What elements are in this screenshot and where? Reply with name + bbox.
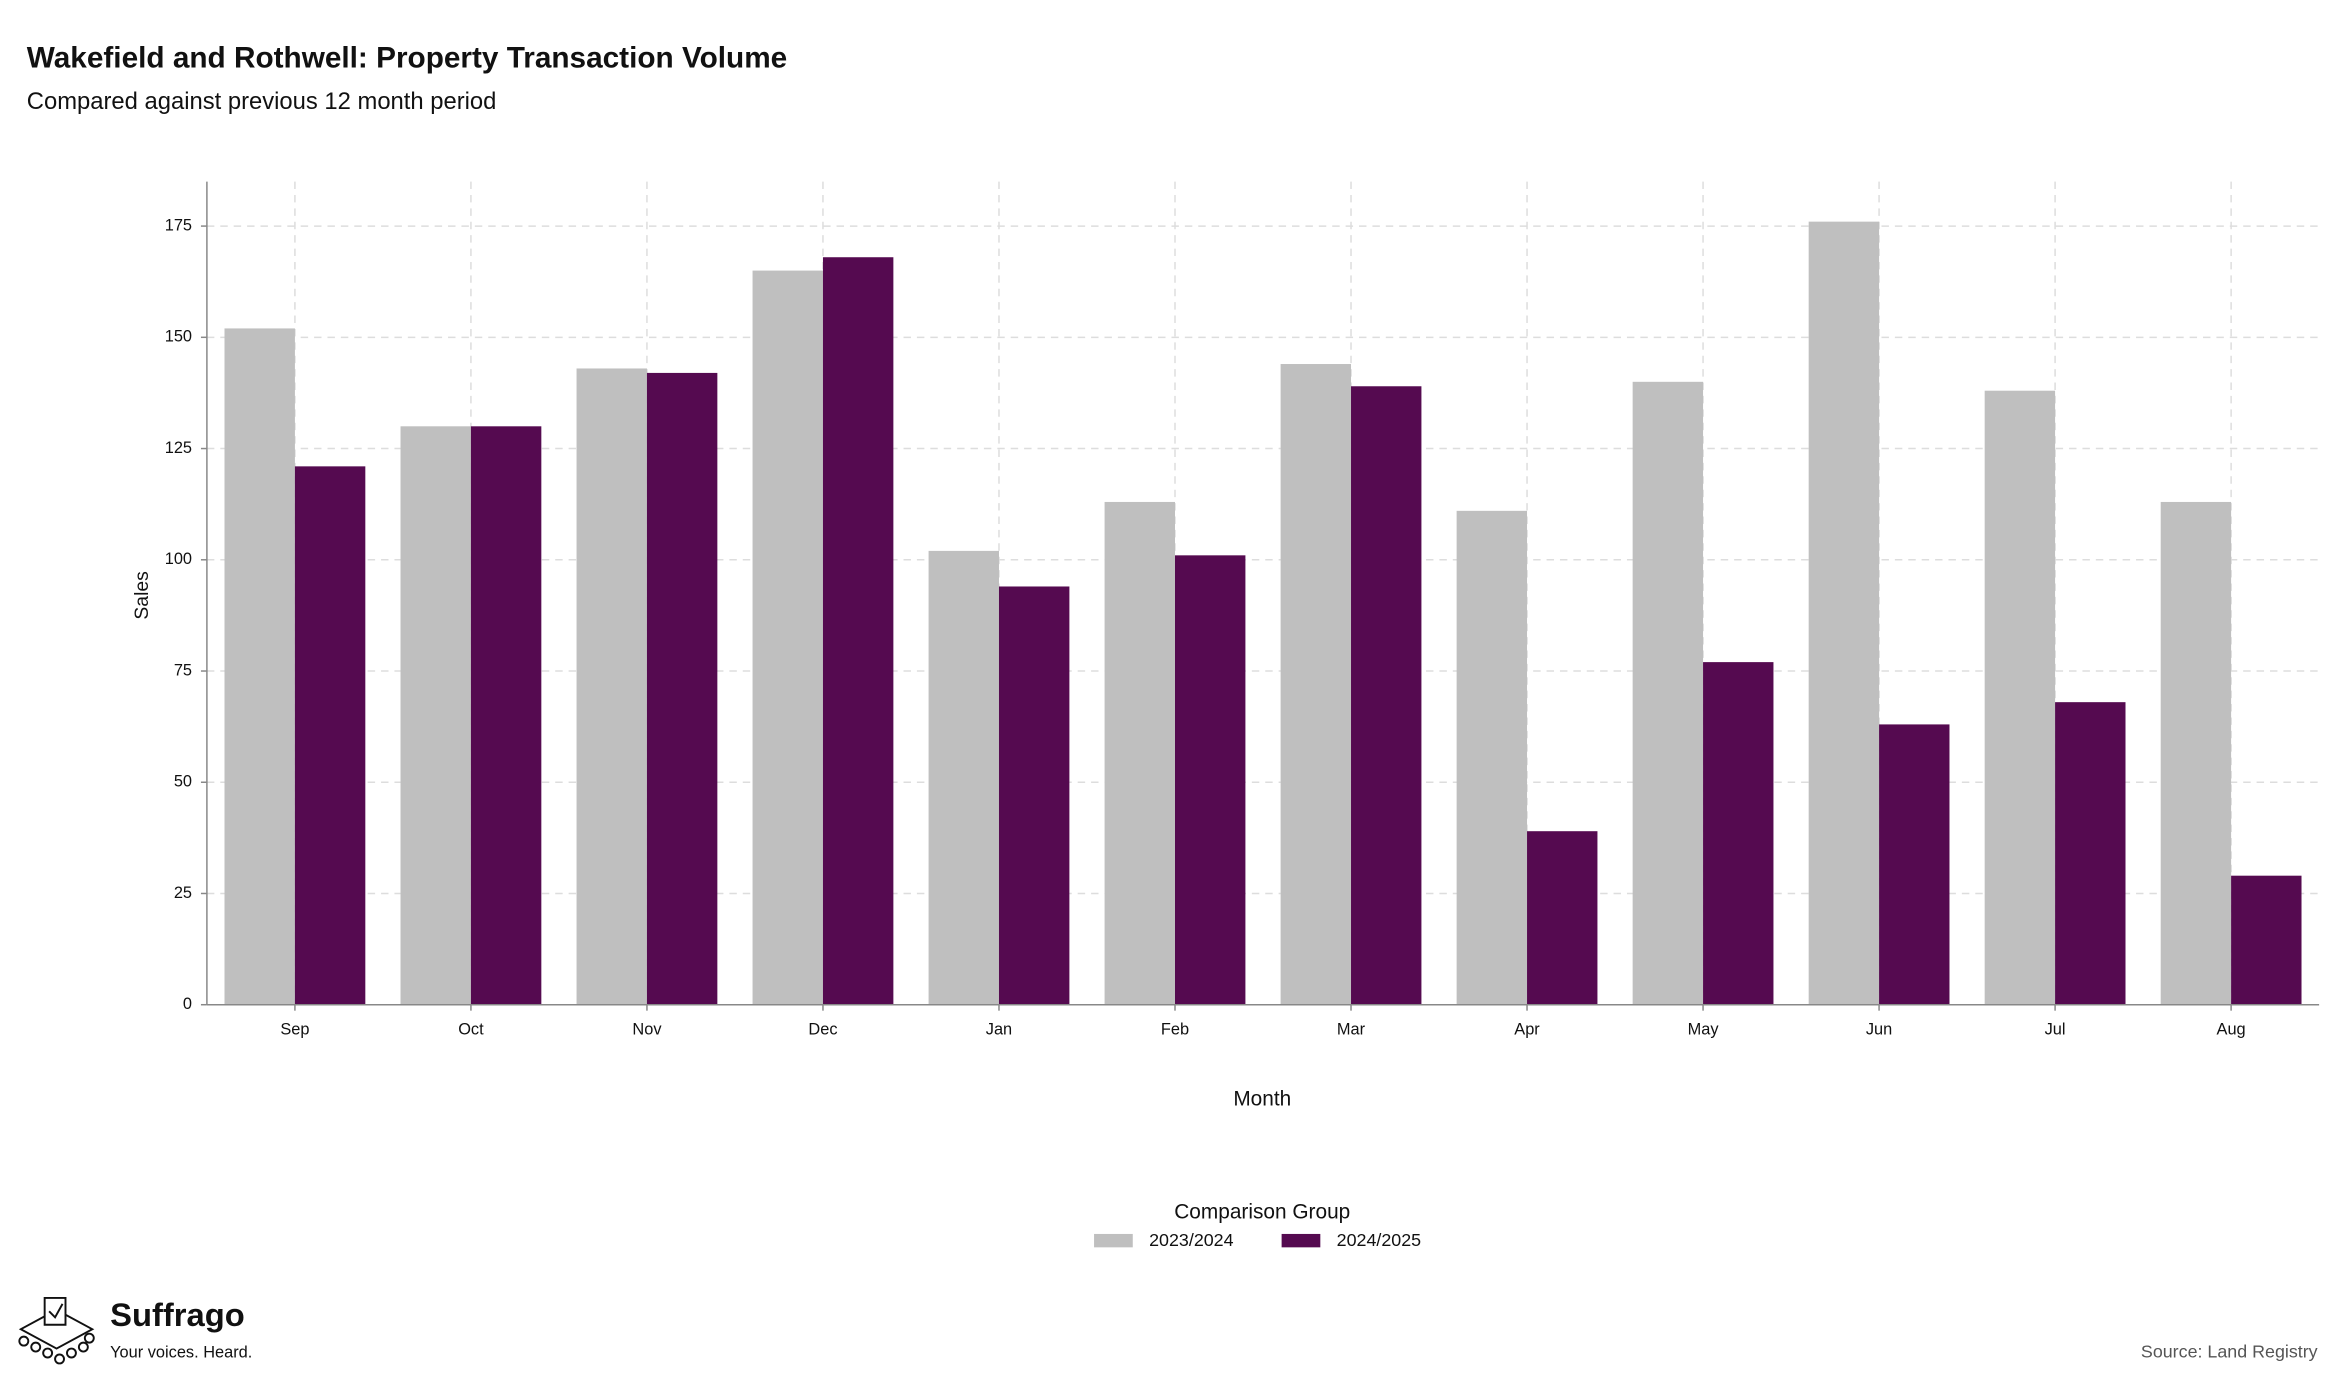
bar [2231, 875, 2302, 1005]
logo-icon [18, 1296, 95, 1365]
bar [1703, 662, 1774, 1005]
bar [576, 368, 647, 1005]
x-tick-label: Feb [1161, 1020, 1189, 1038]
y-tick-label: 0 [183, 995, 192, 1013]
bar [822, 257, 894, 1005]
y-axis-label: Sales [131, 571, 153, 619]
legend-swatch [1094, 1233, 1133, 1248]
legend-swatch [1281, 1233, 1321, 1248]
bar [928, 550, 999, 1005]
bar [2160, 501, 2232, 1005]
bar [1104, 501, 1176, 1005]
bar [1351, 386, 1422, 1005]
x-tick-label: Aug [2217, 1020, 2246, 1038]
bar [646, 372, 718, 1005]
bar [1879, 724, 1950, 1005]
brand-name: Suffrago [110, 1296, 245, 1333]
bar [1808, 221, 1880, 1005]
x-tick-label: May [1688, 1020, 1720, 1038]
x-tick-label: Nov [632, 1020, 662, 1038]
y-tick-label: 125 [165, 439, 192, 457]
legend-label: 2023/2024 [1149, 1230, 1233, 1250]
y-tick-label: 50 [174, 773, 192, 791]
x-axis-label: Month [1233, 1087, 1291, 1110]
x-tick-label: Jul [2045, 1020, 2066, 1038]
y-tick-label: 25 [174, 884, 192, 902]
bar [752, 270, 823, 1005]
x-tick-label: Mar [1337, 1020, 1366, 1038]
legend-label: 2024/2025 [1337, 1230, 1421, 1250]
bar [1984, 390, 2056, 1005]
bar [2055, 702, 2126, 1005]
bar [1632, 381, 1704, 1005]
x-tick-label: Apr [1514, 1020, 1540, 1038]
bar [998, 586, 1070, 1005]
bar [1456, 510, 1528, 1005]
x-tick-label: Jun [1866, 1020, 1892, 1038]
x-tick-label: Dec [808, 1020, 837, 1038]
y-tick-label: 150 [165, 328, 192, 346]
y-tick-label: 175 [165, 216, 192, 234]
brand-tagline: Your voices. Heard. [110, 1343, 252, 1361]
bar [224, 328, 295, 1005]
x-tick-label: Sep [280, 1020, 309, 1038]
bar [470, 426, 542, 1005]
bar [1527, 831, 1598, 1005]
bar [400, 426, 471, 1005]
x-tick-label: Jan [986, 1020, 1012, 1038]
x-tick-label: Oct [458, 1020, 484, 1038]
bar [1280, 364, 1352, 1005]
y-tick-label: 100 [165, 550, 192, 568]
chart-subtitle: Compared against previous 12 month perio… [27, 88, 497, 115]
chart-title: Wakefield and Rothwell: Property Transac… [27, 41, 787, 74]
bar [1175, 555, 1246, 1005]
bar [294, 466, 366, 1005]
y-tick-label: 75 [174, 661, 192, 679]
legend-title: Comparison Group [1174, 1201, 1350, 1224]
source: Source: Land Registry [2141, 1342, 2318, 1362]
